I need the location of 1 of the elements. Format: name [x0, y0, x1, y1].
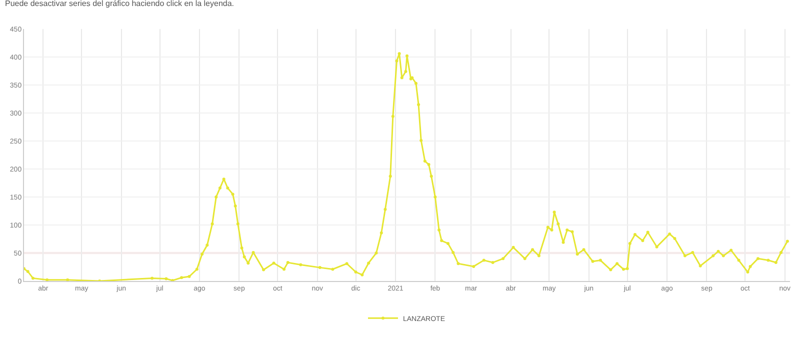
text: Puede desactivar series del gráfico haciendo click en la leyenda.: [5, 0, 234, 8]
